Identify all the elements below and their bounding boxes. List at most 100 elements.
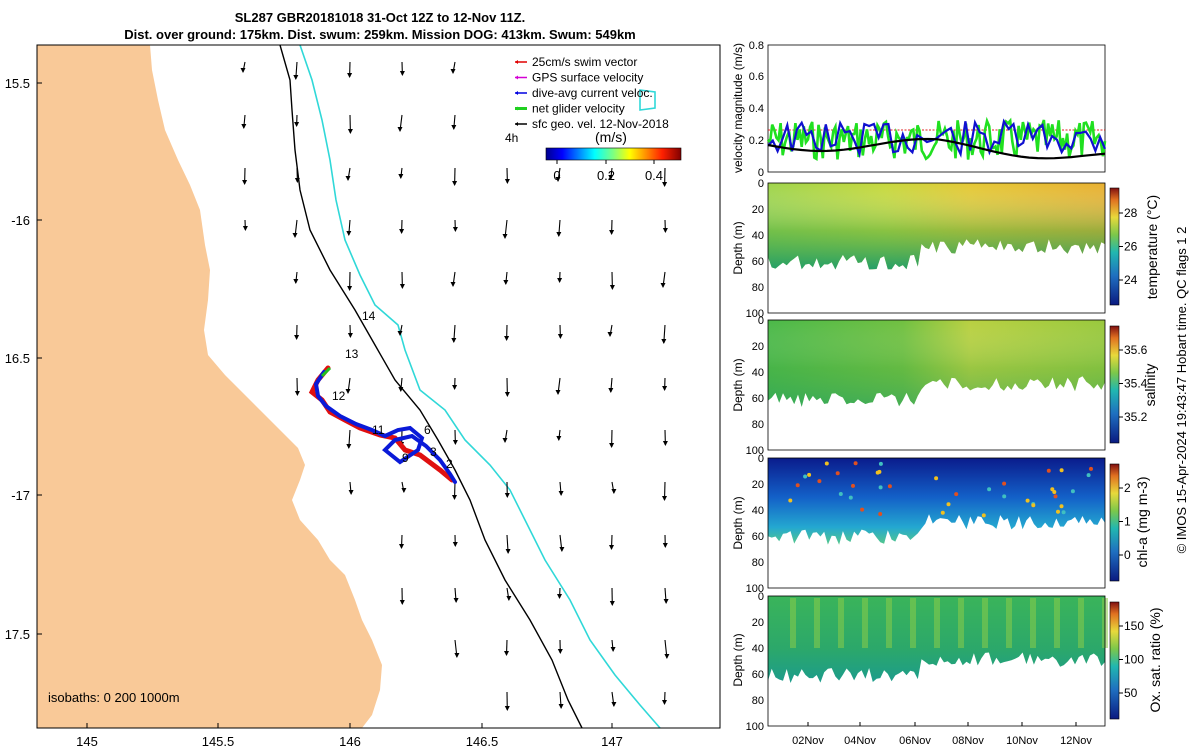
colorbar-tick-label: 0 bbox=[553, 168, 560, 183]
velocity-arrow bbox=[557, 324, 563, 339]
depth-ytick: 0 bbox=[758, 315, 764, 327]
velocity-arrow bbox=[452, 481, 457, 500]
depth-ytick: 80 bbox=[752, 695, 764, 707]
velocity-arrow bbox=[397, 324, 403, 336]
velocity-arrow bbox=[610, 639, 616, 652]
map-panel: 14 13 12 11 6 3 2 9 15.5 -16 16.5 -17 17.5 14… bbox=[5, 44, 721, 749]
velocity-arrow bbox=[399, 219, 405, 234]
depth-ytick: 100 bbox=[746, 721, 764, 733]
velocity-arrow bbox=[502, 219, 508, 239]
velocity-arrow bbox=[346, 429, 352, 449]
lon-tick-label: 145.5 bbox=[202, 734, 235, 749]
velocity-arrow bbox=[664, 639, 670, 659]
velocity-arrow bbox=[555, 167, 561, 182]
velocity-arrow bbox=[293, 271, 299, 284]
velocity-arrow bbox=[293, 61, 299, 80]
oxygen-cbar-label: Ox. sat. ratio (%) bbox=[1147, 607, 1163, 712]
depth-ytick: 100 bbox=[746, 445, 764, 457]
velocity-arrow bbox=[662, 219, 668, 233]
velocity-arrow bbox=[504, 377, 510, 397]
chla-colorbar bbox=[1109, 463, 1120, 582]
isobath-200m bbox=[279, 45, 583, 728]
velocity-arrow bbox=[608, 167, 614, 180]
velocity-arrow bbox=[558, 691, 564, 709]
lon-tick-label: 146 bbox=[339, 734, 361, 749]
depth-ytick: 40 bbox=[752, 230, 764, 242]
legend-item-label: 25cm/s swim vector bbox=[532, 55, 637, 69]
velocity-arrow bbox=[662, 429, 668, 446]
velocity-arrow bbox=[347, 61, 353, 78]
title-line-2: Dist. over ground: 175km. Dist. swum: 25… bbox=[124, 27, 636, 42]
colorbar-tick: 1 bbox=[1124, 515, 1131, 529]
velocity-arrow bbox=[661, 324, 667, 344]
velocity-arrow bbox=[294, 167, 300, 183]
colorbar-tick: 150 bbox=[1124, 619, 1144, 633]
lon-tick-label: 145 bbox=[76, 734, 98, 749]
lon-tick-label: 146.5 bbox=[466, 734, 499, 749]
velocity-arrow bbox=[609, 271, 615, 290]
oxygen-colorbar bbox=[1109, 601, 1120, 720]
velocity-arrow bbox=[662, 377, 668, 391]
lat-tick-label: 15.5 bbox=[5, 76, 30, 91]
velocity-arrow bbox=[348, 481, 354, 495]
lat-tick-label: 16.5 bbox=[5, 351, 30, 366]
velocity-arrow bbox=[398, 377, 404, 392]
velocity-arrow bbox=[451, 324, 457, 343]
colorbar-tick: 24 bbox=[1124, 273, 1138, 287]
colorbar-tick: 28 bbox=[1124, 206, 1138, 220]
velocity-arrow bbox=[347, 324, 353, 338]
velocity-arrow bbox=[450, 61, 456, 74]
velocity-arrow bbox=[556, 219, 562, 237]
depth-ytick: 60 bbox=[752, 531, 764, 543]
chla-panel: chl-a (mg m-3) Depth (m) bbox=[731, 457, 1150, 589]
salinity-ylabel: Depth (m) bbox=[731, 358, 745, 411]
date-tick: 04Nov bbox=[844, 735, 876, 747]
velocity-arrow bbox=[559, 534, 565, 552]
depth-ytick: 0 bbox=[758, 453, 764, 465]
velocity-ytick: 0.4 bbox=[749, 103, 764, 115]
velocity-arrow bbox=[662, 167, 668, 187]
legend-item-label: net glider velocity bbox=[532, 102, 625, 116]
chla-cbar-label: chl-a (mg m-3) bbox=[1134, 476, 1150, 567]
velocity-arrow bbox=[663, 587, 669, 604]
velocity-arrow bbox=[399, 534, 404, 549]
velocity-arrow bbox=[557, 639, 563, 654]
surface-geo-velocity-line bbox=[767, 137, 1106, 160]
velocity-arrow bbox=[662, 534, 668, 548]
chla-ylabel: Depth (m) bbox=[731, 496, 745, 549]
legend-item-label: sfc geo. vel. 12-Nov-2018 bbox=[532, 117, 669, 131]
day-label: 2 bbox=[446, 457, 453, 471]
velocity-arrow bbox=[450, 271, 456, 287]
velocity-arrow bbox=[452, 429, 458, 445]
velocity-arrow bbox=[557, 587, 562, 599]
velocity-ytick: 0.2 bbox=[749, 135, 764, 147]
day-label: 9 bbox=[402, 451, 409, 465]
lat-tick-label: -16 bbox=[11, 213, 30, 228]
land-mass bbox=[37, 45, 382, 728]
velocity-arrow bbox=[558, 481, 564, 496]
colorbar-tick-label: 0.2 bbox=[597, 168, 615, 183]
depth-ytick: 80 bbox=[752, 557, 764, 569]
day-label: 13 bbox=[345, 347, 359, 361]
temperature-panel: temperature (°C) Depth (m) bbox=[731, 182, 1160, 314]
velocity-arrow bbox=[506, 587, 512, 601]
velocity-arrow bbox=[292, 219, 298, 238]
lon-tick-label: 147 bbox=[601, 734, 623, 749]
velocity-arrow bbox=[345, 167, 351, 181]
velocity-ytick: 0 bbox=[758, 167, 764, 179]
velocity-arrow bbox=[503, 271, 509, 285]
velocity-arrow bbox=[242, 219, 248, 231]
velocity-arrow bbox=[347, 114, 353, 134]
velocity-arrow bbox=[345, 377, 351, 394]
day-labels: 14 13 12 11 6 3 2 9 bbox=[332, 309, 453, 471]
velocity-arrow bbox=[240, 61, 246, 73]
velocity-arrow bbox=[399, 587, 405, 605]
temperature-colorbar bbox=[1109, 187, 1120, 306]
velocity-arrow bbox=[660, 271, 666, 288]
time-series-panels: velocity magnitude (m/s) temperature (°C… bbox=[731, 40, 1189, 747]
velocity-ytick: 0.8 bbox=[749, 40, 764, 52]
velocity-ylabel: velocity magnitude (m/s) bbox=[731, 43, 745, 173]
day-label: 11 bbox=[372, 423, 385, 437]
